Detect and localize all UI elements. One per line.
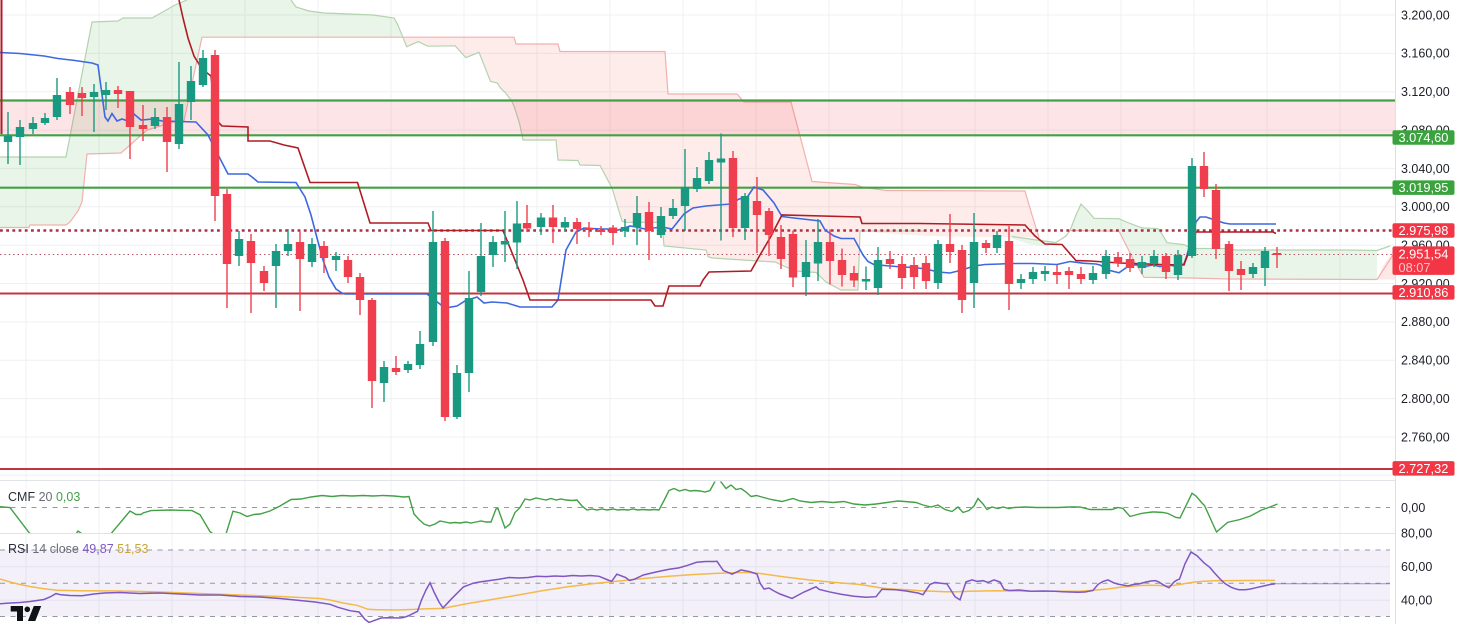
svg-text:40,00: 40,00 xyxy=(1401,593,1432,607)
svg-text:2.727,32: 2.727,32 xyxy=(1399,461,1449,476)
svg-text:2.760,00: 2.760,00 xyxy=(1401,430,1450,444)
svg-text:3.019,95: 3.019,95 xyxy=(1399,180,1449,195)
svg-text:2.910,86: 2.910,86 xyxy=(1399,285,1449,300)
svg-text:3.040,00: 3.040,00 xyxy=(1401,162,1450,176)
svg-text:80,00: 80,00 xyxy=(1401,527,1432,541)
svg-text:3.200,00: 3.200,00 xyxy=(1401,8,1450,22)
svg-text:2.880,00: 2.880,00 xyxy=(1401,315,1450,329)
svg-text:3.160,00: 3.160,00 xyxy=(1401,47,1450,61)
svg-text:0,00: 0,00 xyxy=(1401,501,1425,515)
svg-text:RSI 14 close 49,87 51,53: RSI 14 close 49,87 51,53 xyxy=(8,542,148,556)
svg-text:3.000,00: 3.000,00 xyxy=(1401,200,1450,214)
svg-text:2.840,00: 2.840,00 xyxy=(1401,354,1450,368)
svg-text:08:07: 08:07 xyxy=(1399,260,1431,275)
svg-text:2.951,54: 2.951,54 xyxy=(1399,246,1449,261)
svg-text:2.800,00: 2.800,00 xyxy=(1401,392,1450,406)
svg-text:CMF 20 0,03: CMF 20 0,03 xyxy=(8,490,80,504)
svg-text:2.975,98: 2.975,98 xyxy=(1399,223,1449,238)
svg-text:60,00: 60,00 xyxy=(1401,560,1432,574)
svg-text:3.074,60: 3.074,60 xyxy=(1399,130,1449,145)
svg-text:3.120,00: 3.120,00 xyxy=(1401,85,1450,99)
